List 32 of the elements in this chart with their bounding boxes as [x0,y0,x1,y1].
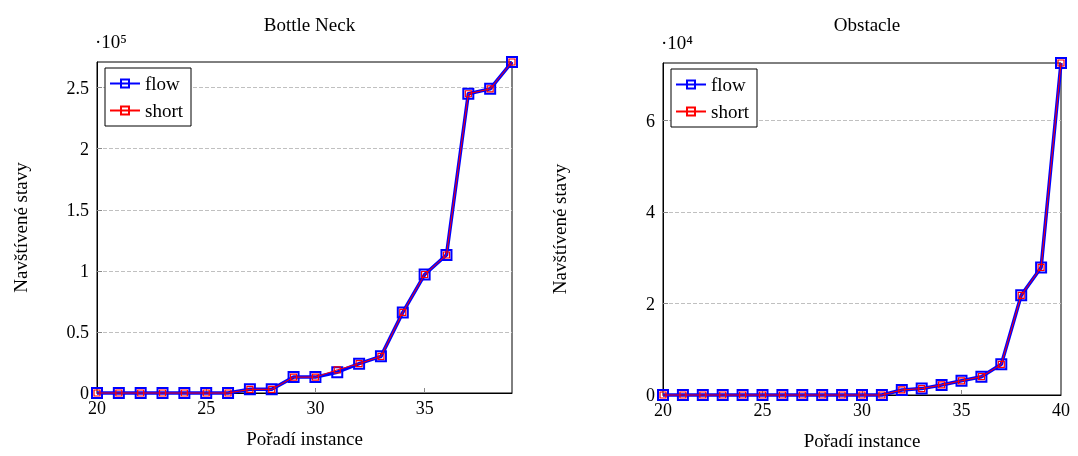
legend-label: short [711,101,750,122]
text: ·10⁴ [661,32,694,53]
x-tick-label: 30 [306,398,325,418]
y-tick-label: 2 [646,293,655,314]
point [331,366,344,379]
chart-title: Bottle Neck [263,14,356,35]
chart-title: Obstacle [833,14,901,35]
x-axis-title: Pořadí instance [803,430,921,451]
y-tick-label: 0 [80,383,89,403]
y-axis-title: Navštívené stavy [10,161,31,293]
text: ·10⁵ [95,31,127,52]
x-tick-label: 35 [952,400,971,420]
x-tick-label: 35 [415,398,434,418]
x-tick-label: 20 [654,400,672,420]
y-tick-label: 4 [646,202,655,223]
x-tick-label: 30 [853,400,871,420]
x-tick-label: 25 [197,398,216,418]
y-tick-label: 2.5 [66,77,89,98]
legend-label: flow [711,74,747,95]
y-tick-label: 6 [646,110,655,131]
y-tick-label: 0.5 [66,321,89,342]
y-tick-label: 1 [80,260,89,281]
y-tick-label: 0 [646,385,655,405]
x-tick-label: 25 [753,400,772,420]
y-axis-title: Navštívené stavy [549,163,570,295]
legend-label: flow [145,73,181,94]
x-tick-label: 20 [88,398,106,418]
legend-label: short [145,100,184,121]
y-tick-label: 2 [80,138,89,159]
x-axis-title: Pořadí instance [246,428,363,449]
x-tick-label: 40 [1052,400,1070,420]
y-tick-label: 1.5 [66,199,89,220]
